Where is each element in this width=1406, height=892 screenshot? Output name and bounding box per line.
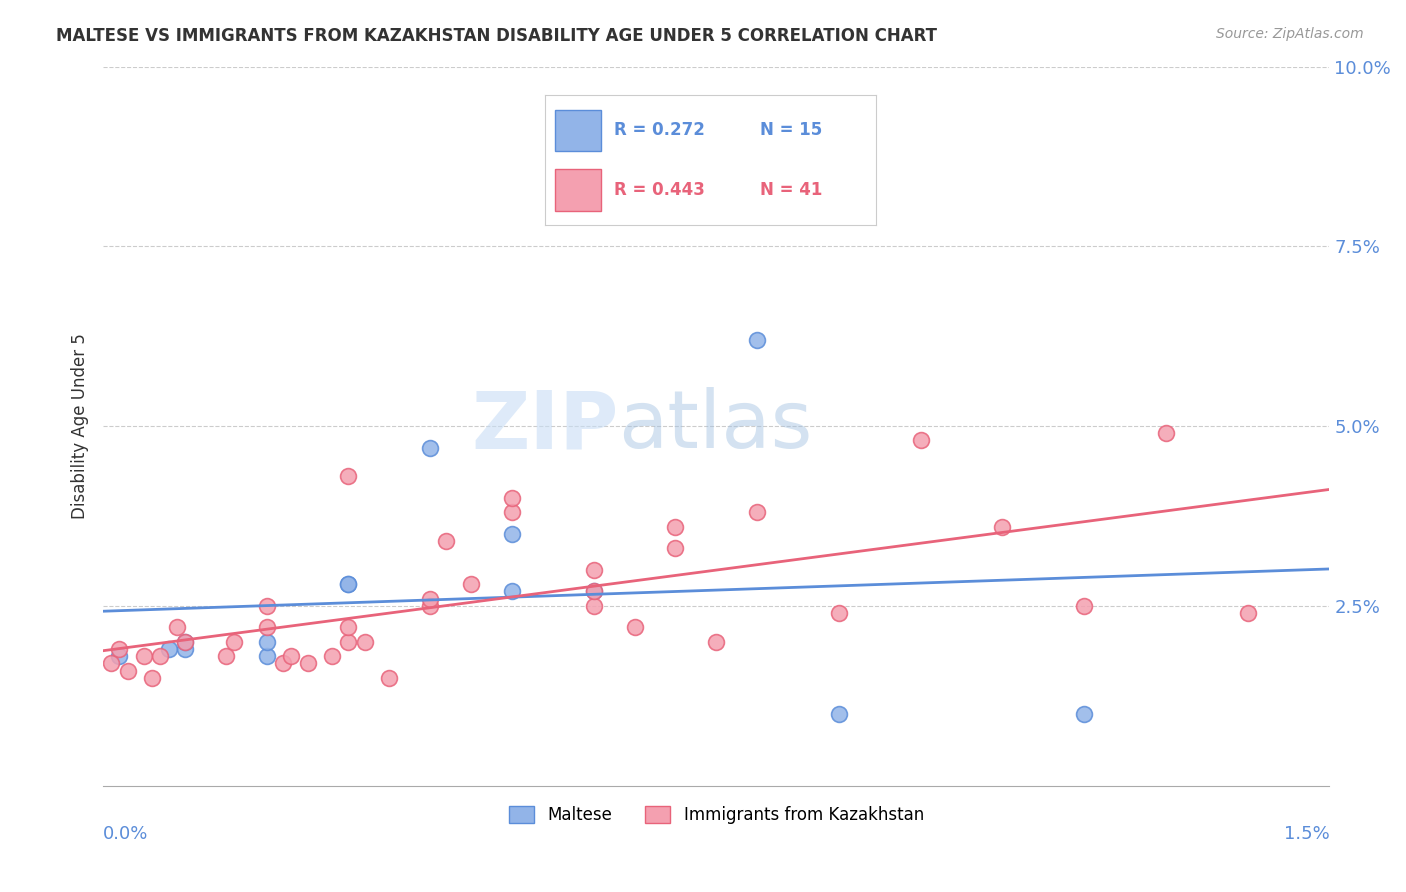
Point — [132, 649, 155, 664]
Point — [337, 620, 360, 634]
Point — [149, 649, 172, 664]
Point — [1154, 426, 1177, 441]
Point — [215, 649, 238, 664]
Legend: Maltese, Immigrants from Kazakhstan: Maltese, Immigrants from Kazakhstan — [502, 799, 931, 831]
Point — [747, 333, 769, 347]
Point — [173, 642, 195, 657]
Point — [1236, 606, 1258, 620]
Point — [828, 606, 851, 620]
Point — [460, 577, 482, 591]
Point — [256, 634, 278, 648]
Point — [991, 519, 1014, 533]
Point — [337, 469, 360, 483]
Point — [337, 577, 360, 591]
Point — [747, 505, 769, 519]
Point — [337, 634, 360, 648]
Point — [321, 649, 343, 664]
Point — [1073, 599, 1095, 613]
Text: 0.0%: 0.0% — [103, 825, 149, 843]
Point — [582, 599, 605, 613]
Point — [280, 649, 302, 664]
Point — [436, 534, 458, 549]
Point — [100, 657, 122, 671]
Point — [501, 584, 523, 599]
Point — [419, 599, 441, 613]
Point — [337, 577, 360, 591]
Point — [108, 649, 131, 664]
Point — [501, 505, 523, 519]
Point — [173, 634, 195, 648]
Text: atlas: atlas — [619, 387, 813, 465]
Point — [108, 642, 131, 657]
Point — [419, 591, 441, 606]
Point — [582, 584, 605, 599]
Point — [166, 620, 188, 634]
Point — [378, 671, 401, 685]
Point — [157, 642, 180, 657]
Point — [297, 657, 319, 671]
Point — [910, 434, 932, 448]
Point — [501, 491, 523, 505]
Point — [623, 620, 645, 634]
Point — [664, 519, 686, 533]
Text: MALTESE VS IMMIGRANTS FROM KAZAKHSTAN DISABILITY AGE UNDER 5 CORRELATION CHART: MALTESE VS IMMIGRANTS FROM KAZAKHSTAN DI… — [56, 27, 938, 45]
Point — [664, 541, 686, 556]
Point — [173, 634, 195, 648]
Point — [419, 441, 441, 455]
Point — [256, 620, 278, 634]
Point — [828, 706, 851, 721]
Text: ZIP: ZIP — [471, 387, 619, 465]
Text: 1.5%: 1.5% — [1284, 825, 1330, 843]
Point — [271, 657, 294, 671]
Point — [582, 563, 605, 577]
Point — [353, 634, 375, 648]
Point — [501, 527, 523, 541]
Point — [141, 671, 163, 685]
Point — [117, 664, 139, 678]
Point — [222, 634, 245, 648]
Point — [1073, 706, 1095, 721]
Point — [256, 649, 278, 664]
Y-axis label: Disability Age Under 5: Disability Age Under 5 — [72, 333, 89, 519]
Point — [256, 599, 278, 613]
Text: Source: ZipAtlas.com: Source: ZipAtlas.com — [1216, 27, 1364, 41]
Point — [704, 634, 727, 648]
Point — [582, 584, 605, 599]
